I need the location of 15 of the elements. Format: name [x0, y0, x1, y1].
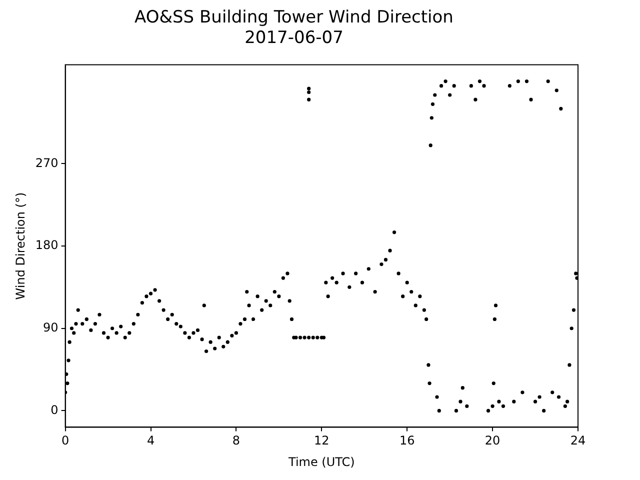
- x-tick-label: 12: [314, 434, 330, 448]
- y-tick-label: 90: [43, 320, 58, 334]
- x-tick-label: 16: [399, 434, 415, 448]
- chart-title: AO&SS Building Tower Wind Direction: [134, 8, 454, 28]
- x-tick-label: 8: [232, 434, 240, 448]
- x-tick-label: 20: [484, 434, 500, 448]
- x-tick-label: 24: [570, 434, 586, 448]
- y-tick-label: 270: [35, 156, 58, 170]
- x-tick-label: 4: [146, 434, 155, 448]
- x-axis-title: Time (UTC): [287, 454, 355, 469]
- x-tick-label: 0: [61, 434, 70, 448]
- chart-subtitle: 2017-06-07: [244, 28, 344, 48]
- y-axis-title: Wind Direction (°): [13, 192, 28, 300]
- y-tick-label: 180: [35, 238, 58, 252]
- y-tick-label: 0: [50, 402, 58, 417]
